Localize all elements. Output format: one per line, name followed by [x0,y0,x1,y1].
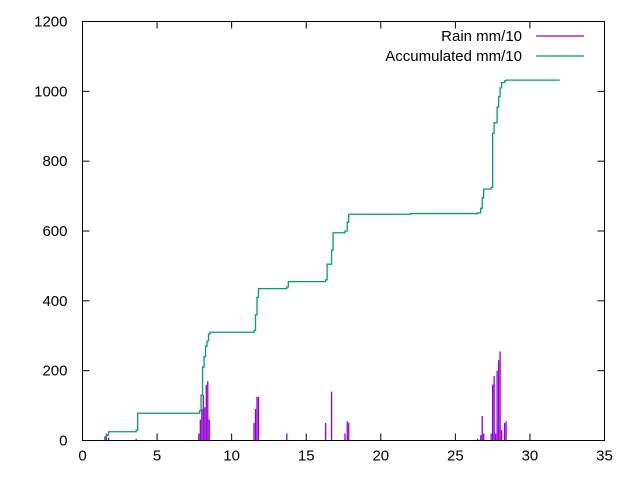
x-tick-label: 5 [153,448,161,465]
x-tick-label: 35 [596,448,613,465]
y-tick-label: 400 [42,293,67,310]
rain-series [104,351,507,441]
plot-frame [82,21,605,441]
y-tick-label: 1200 [34,14,67,31]
y-tick-label: 1000 [34,83,67,100]
accumulated-series [103,79,560,442]
x-tick-label: 30 [522,448,539,465]
x-tick-label: 15 [298,448,315,465]
x-tick-label: 10 [223,448,240,465]
y-tick-label: 0 [59,433,67,450]
accumulated-step-line [103,79,560,442]
axis-ticks: 0 5 10 15 20 25 30 35 0 200 400 600 800 1000 1200 [34,14,613,465]
x-tick-label: 0 [78,448,86,465]
legend: Rain mm/10 Accumulated mm/10 [385,28,584,65]
y-tick-label: 800 [42,153,67,170]
legend-label: Accumulated mm/10 [385,48,522,65]
y-tick-label: 200 [42,363,67,380]
x-tick-label: 25 [447,448,464,465]
legend-label: Rain mm/10 [441,28,522,45]
x-tick-label: 20 [372,448,389,465]
y-tick-label: 600 [42,223,67,240]
